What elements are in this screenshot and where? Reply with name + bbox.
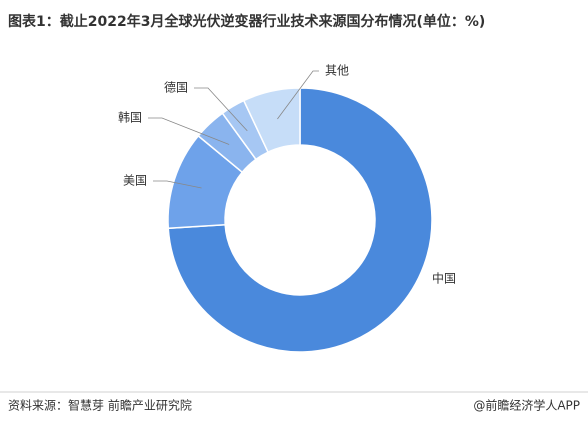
slice-label: 韩国	[118, 110, 142, 125]
source: 资料来源：智慧芽 前瞻产业研究院	[8, 398, 192, 413]
leader-line	[153, 180, 202, 189]
slice-label: 中国	[432, 271, 456, 286]
leader-line	[194, 87, 248, 132]
slice-label: 美国	[123, 174, 147, 188]
chart-title: 图表1：截止2022年3月全球光伏逆变器行业技术来源国分布情况(单位：%)	[8, 13, 485, 30]
slice-label: 德国	[164, 80, 188, 95]
leader-line	[277, 70, 319, 120]
slice-label: 其他	[325, 64, 349, 78]
donut-slice	[167, 87, 433, 353]
credit: @前瞻经济学人APP	[473, 398, 580, 413]
leader-line	[148, 117, 230, 145]
